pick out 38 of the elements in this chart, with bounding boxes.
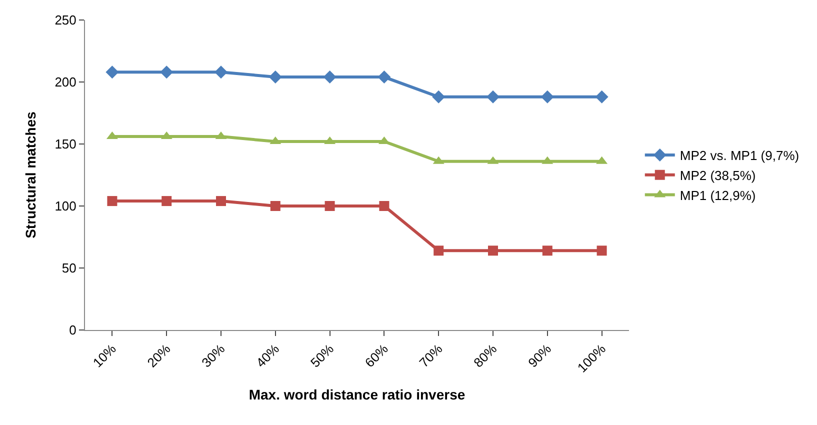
y-tick-label: 250 [54,12,76,28]
x-tick-label: 90% [525,340,554,370]
point [486,90,500,104]
legend-label: MP1 (12,9%) [680,188,756,203]
point [324,201,335,211]
point [216,196,226,206]
x-tick-label: 80% [470,340,500,370]
point [488,246,498,256]
point [162,196,172,206]
point [596,246,607,256]
point [432,90,446,104]
x-tick-label: 60% [362,340,392,370]
point [378,70,391,84]
point [540,90,554,104]
y-tick-label: 50 [62,260,76,276]
point [323,70,336,84]
x-axis-title: Max. word distance ratio inverse [248,386,466,403]
legend-label: MP2 vs. MP1 (9,7%) [680,148,800,164]
y-tick-label: 150 [54,136,76,152]
point [270,201,280,211]
point [595,90,608,104]
x-tick-label: 70% [416,340,446,370]
point [379,201,390,211]
point [434,246,444,256]
point [542,246,552,256]
point [160,66,174,79]
x-tick-label: 50% [308,340,337,370]
x-tick-label: 40% [253,340,282,370]
point [106,66,119,79]
point [268,70,282,84]
y-tick-label: 100 [54,198,76,214]
y-axis-title: Structural matches [22,111,38,238]
legend-label: MP2 (38,5%) [680,168,756,183]
y-tick-label: 0 [69,322,76,338]
point [214,66,228,79]
point [107,196,118,206]
x-tick-label: 30% [198,340,228,370]
y-tick-label: 200 [54,74,76,90]
